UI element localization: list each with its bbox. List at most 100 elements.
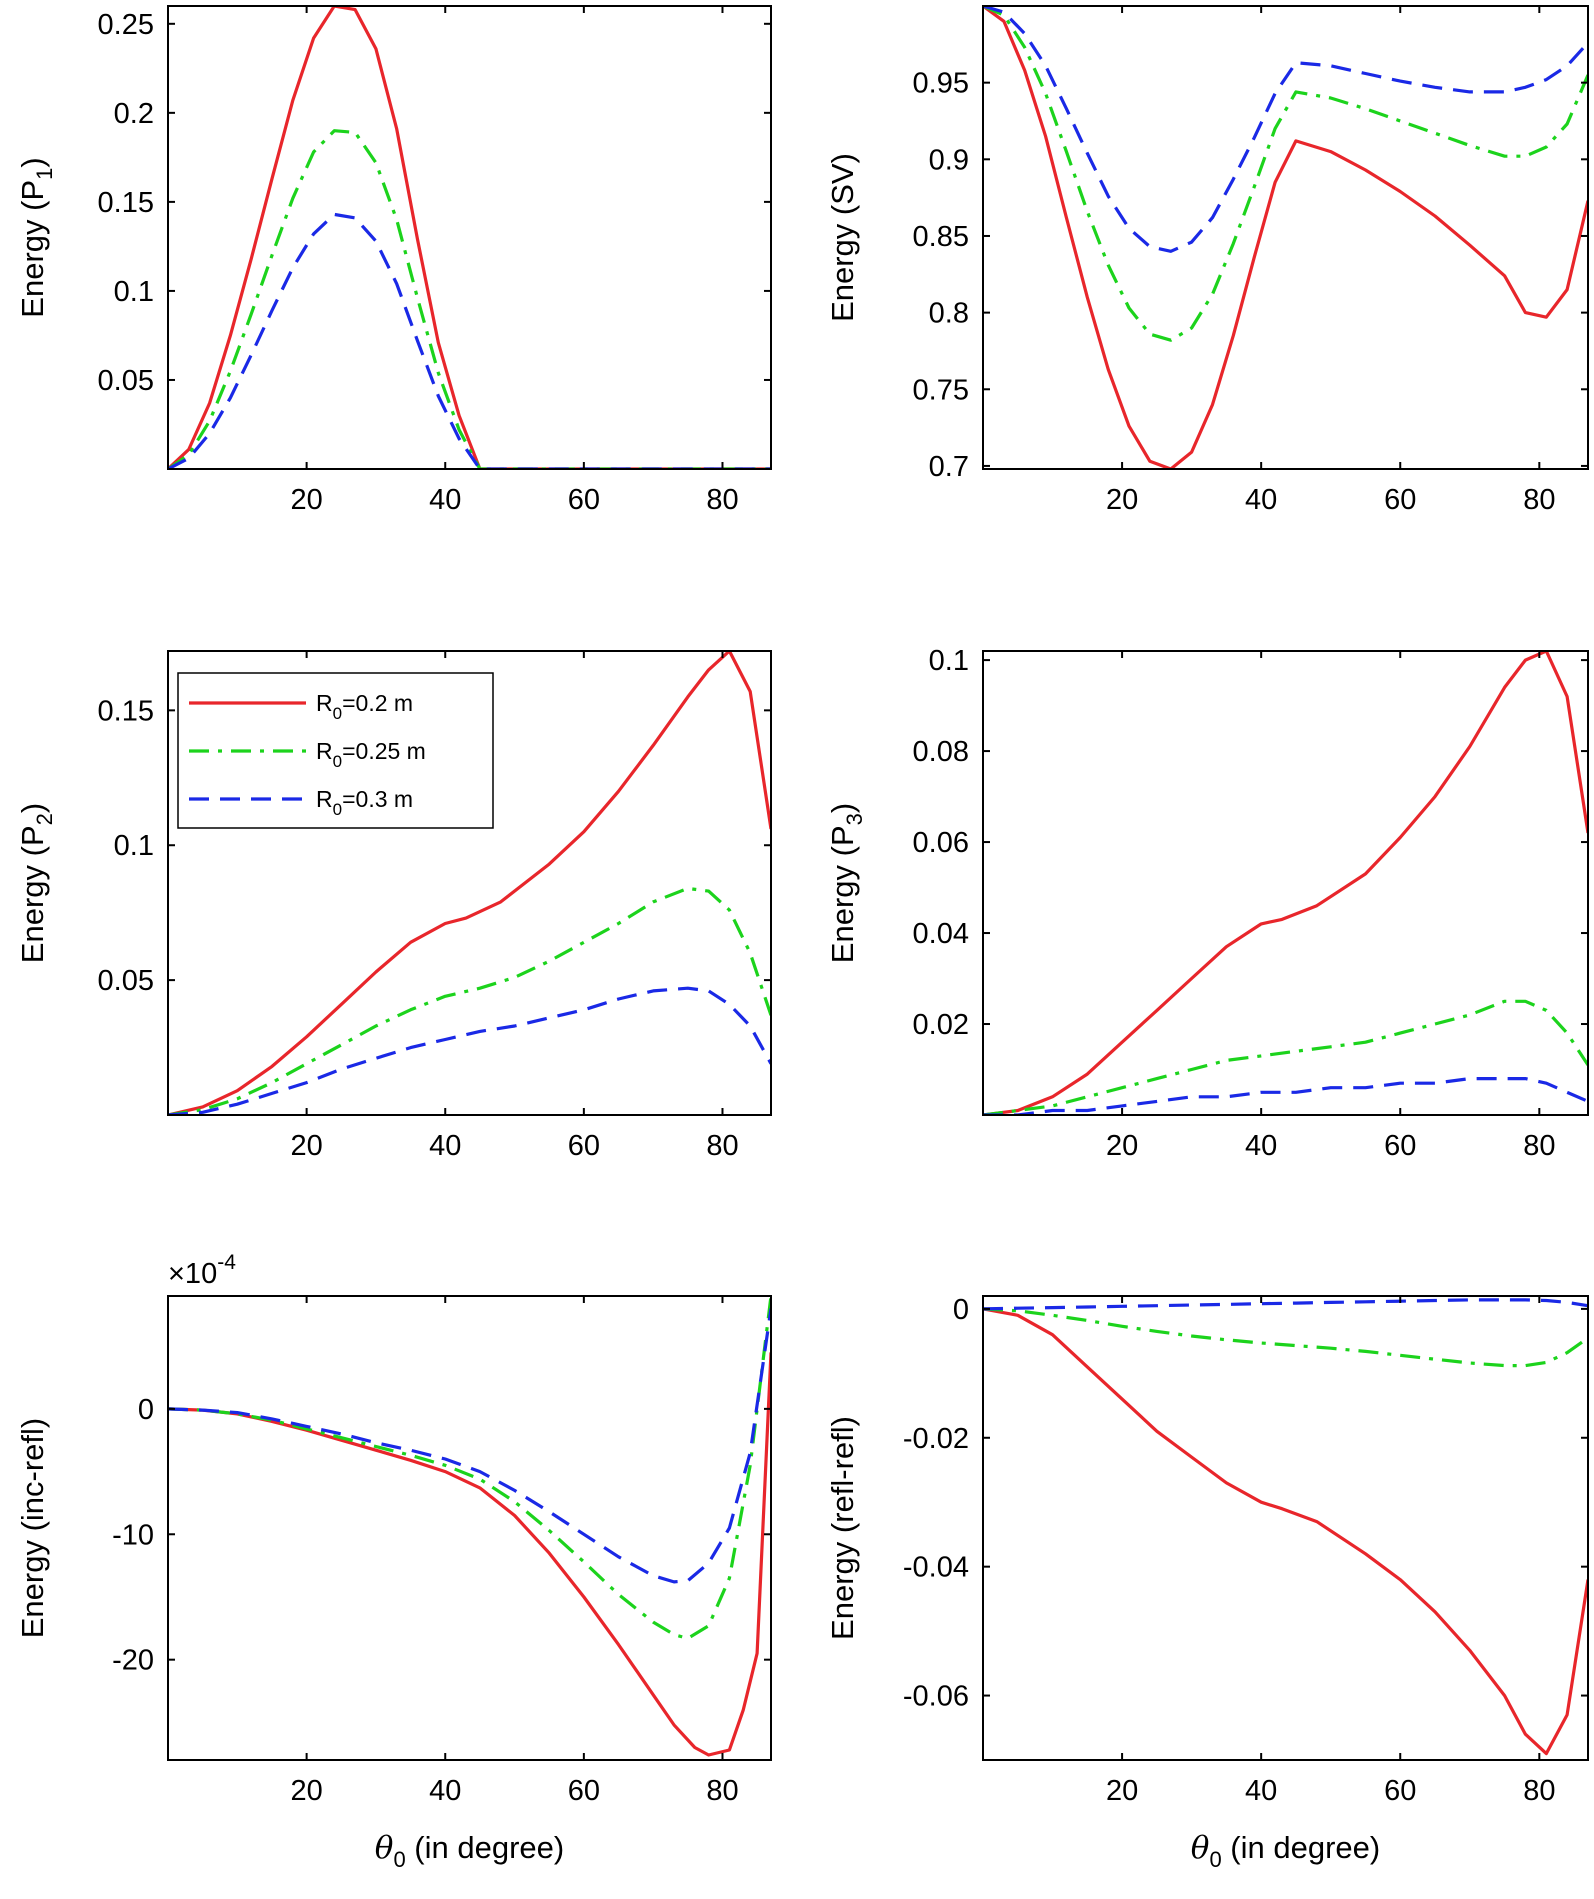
x-axis-label-tail: (in degree) bbox=[406, 1830, 565, 1865]
y-tick-label: 0.2 bbox=[114, 98, 154, 130]
series-line-inc-refl-1 bbox=[168, 1352, 771, 1757]
legend-label-tail: =0.3 m bbox=[342, 786, 413, 812]
y-axis-label: Energy (inc-refl) bbox=[15, 1418, 50, 1639]
y-axis-label-main: Energy (P bbox=[15, 180, 50, 318]
x-axis-label-symbol: θ bbox=[375, 1830, 394, 1866]
y-tick-label: 0.02 bbox=[913, 1009, 969, 1041]
y-tick-label: 0.1 bbox=[114, 830, 154, 862]
y-axis-label-subscript: 1 bbox=[32, 168, 57, 180]
chart-panel-p1: 20 40 60 80 0.05 0.1 0.15 0.2 0.25 Energy (P1) bbox=[15, 5, 772, 516]
chart-panel-refl-refl: 20 40 60 80 -0.06 -0.04 -0.02 0 Energy (refl-ref… bbox=[825, 1294, 1589, 1872]
y-axis-label: Energy (SV) bbox=[825, 153, 860, 322]
series-line-p1-1 bbox=[168, 6, 771, 469]
y-tick-label: 0.08 bbox=[913, 736, 969, 768]
y-tick-label: 0.85 bbox=[913, 221, 969, 253]
chart-panel-sv: 20 40 60 80 0.7 0.75 0.8 0.85 0.9 0.95 Energy (SV) bbox=[825, 5, 1589, 516]
y-tick-label: 0.15 bbox=[98, 695, 154, 727]
series-line-refl-refl-2 bbox=[983, 1307, 1588, 1368]
axes-frame bbox=[982, 650, 1589, 1116]
x-tick-label: 80 bbox=[706, 1775, 738, 1807]
y-tick-label: 0 bbox=[138, 1394, 154, 1426]
series-line-p2-1 bbox=[168, 651, 771, 1115]
x-axis-label: θ0 (in degree) bbox=[375, 1830, 564, 1872]
y-tick-label: 0.04 bbox=[913, 918, 969, 950]
y-tick-label: -0.04 bbox=[903, 1552, 969, 1584]
series-line-p2-2 bbox=[168, 886, 771, 1115]
x-tick-label: 60 bbox=[1384, 484, 1416, 516]
x-tick-label: 60 bbox=[1384, 1130, 1416, 1162]
legend-label-tail: =0.2 m bbox=[342, 690, 413, 716]
y-tick-label: -0.02 bbox=[903, 1423, 969, 1455]
y-axis-label-tail: ) bbox=[15, 803, 50, 813]
y-tick-label: -0.06 bbox=[903, 1681, 969, 1713]
y-tick-label: 0.8 bbox=[929, 298, 969, 330]
x-tick-label: 40 bbox=[1245, 1130, 1277, 1162]
series-line-p1-3 bbox=[168, 212, 771, 469]
series-line-sv-3 bbox=[983, 6, 1588, 253]
y-axis-label: Energy (P2) bbox=[15, 803, 57, 963]
y-tick-label: -20 bbox=[112, 1645, 154, 1677]
series-line-p3-1 bbox=[983, 651, 1588, 1115]
x-tick-label: 80 bbox=[706, 1130, 738, 1162]
legend-label-2: R0=0.25 m bbox=[316, 738, 426, 771]
axes-frame bbox=[167, 650, 772, 1116]
y-tick-label: 0.7 bbox=[929, 451, 969, 483]
axes-frame bbox=[167, 5, 772, 470]
x-tick-label: 20 bbox=[290, 1130, 322, 1162]
y-axis-label-main: Energy (SV) bbox=[825, 153, 860, 322]
axes-frame bbox=[982, 1295, 1589, 1761]
legend: R0=0.2 mR0=0.25 mR0=0.3 m bbox=[177, 672, 494, 829]
legend-label-subscript: 0 bbox=[333, 752, 342, 771]
x-axis-label-subscript: 0 bbox=[393, 1847, 405, 1872]
x-tick-label: 20 bbox=[290, 484, 322, 516]
y-axis-label-main: Energy (inc-refl) bbox=[15, 1418, 50, 1639]
x-tick-label: 20 bbox=[1106, 1130, 1138, 1162]
x-tick-label: 40 bbox=[429, 1130, 461, 1162]
series-line-refl-refl-3 bbox=[983, 1298, 1588, 1311]
y-tick-label: 0 bbox=[953, 1294, 969, 1326]
series-line-inc-refl-3 bbox=[168, 1308, 771, 1584]
legend-label-tail: =0.25 m bbox=[342, 738, 426, 764]
y-tick-label: -10 bbox=[112, 1519, 154, 1551]
x-tick-label: 80 bbox=[1523, 484, 1555, 516]
x-tick-label: 40 bbox=[429, 484, 461, 516]
x-axis-label-subscript: 0 bbox=[1209, 1847, 1221, 1872]
legend-box bbox=[177, 672, 494, 829]
legend-label-3: R0=0.3 m bbox=[316, 786, 413, 819]
series-line-p3-2 bbox=[983, 999, 1588, 1115]
y-tick-label: 0.95 bbox=[913, 68, 969, 100]
series-line-refl-refl-1 bbox=[983, 1307, 1588, 1756]
axis-scale-note: ×10-4 bbox=[168, 1251, 236, 1290]
legend-label-main: R bbox=[316, 690, 333, 716]
series-line-p3-3 bbox=[983, 1076, 1588, 1115]
series-line-inc-refl-2 bbox=[168, 1296, 771, 1641]
x-axis-label-symbol: θ bbox=[1191, 1830, 1210, 1866]
x-tick-label: 60 bbox=[1384, 1775, 1416, 1807]
legend-label-1: R0=0.2 m bbox=[316, 690, 413, 723]
y-axis-label-main: Energy (P bbox=[15, 825, 50, 963]
x-tick-label: 80 bbox=[1523, 1130, 1555, 1162]
series-line-p1-2 bbox=[168, 129, 771, 469]
x-tick-label: 40 bbox=[1245, 1775, 1277, 1807]
y-tick-label: 0.05 bbox=[98, 965, 154, 997]
y-axis-label-subscript: 3 bbox=[842, 813, 867, 825]
x-axis-label-tail: (in degree) bbox=[1222, 1830, 1381, 1865]
x-tick-label: 20 bbox=[1106, 1775, 1138, 1807]
legend-label-main: R bbox=[316, 786, 333, 812]
y-tick-label: 0.9 bbox=[929, 144, 969, 176]
x-axis-label: θ0 (in degree) bbox=[1191, 1830, 1380, 1872]
y-tick-label: 0.06 bbox=[913, 827, 969, 859]
series-line-p2-3 bbox=[168, 986, 771, 1115]
y-axis-label: Energy (P3) bbox=[825, 803, 867, 963]
legend-label-subscript: 0 bbox=[333, 704, 342, 723]
series-line-sv-2 bbox=[983, 6, 1588, 342]
series-line-sv-1 bbox=[983, 6, 1588, 469]
legend-label-main: R bbox=[316, 738, 333, 764]
legend-label-subscript: 0 bbox=[333, 800, 342, 819]
y-axis-label: Energy (P1) bbox=[15, 157, 57, 317]
x-tick-label: 20 bbox=[1106, 484, 1138, 516]
y-axis-label-tail: ) bbox=[15, 157, 50, 167]
